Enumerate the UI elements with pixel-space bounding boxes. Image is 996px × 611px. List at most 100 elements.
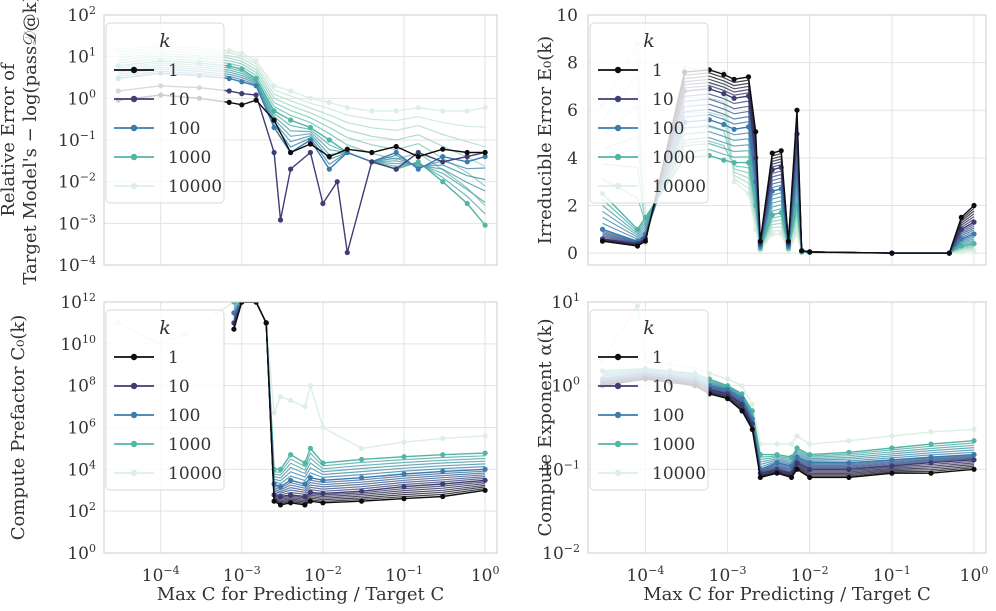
data-point-k10 (320, 200, 326, 207)
axes-frame (103, 301, 498, 554)
tick-exponent: −1 (80, 129, 96, 142)
data-point-k1 (757, 238, 763, 244)
tick-exponent: −1 (564, 458, 580, 471)
tick-base: 10 (67, 377, 89, 397)
legend-label-k100: 100 (168, 119, 200, 139)
data-point-k1000 (226, 63, 232, 69)
data-point-k1 (271, 117, 277, 123)
tick-exponent: 8 (89, 375, 96, 388)
legend-marker-k1000 (614, 440, 622, 448)
series-line-k10 (233, 302, 486, 498)
data-point-k1 (971, 466, 977, 472)
data-point-k10000 (239, 50, 245, 57)
data-point-k10000 (794, 433, 800, 439)
data-point-k10000 (807, 441, 813, 447)
x-axis-label: Max C for Predicting / Target C (643, 584, 931, 605)
tick-base: 10 (67, 544, 89, 564)
tick-exponent: 12 (82, 291, 96, 304)
data-point-k100 (226, 75, 232, 82)
tick-base: 10 (551, 293, 573, 313)
x-tick-label: 10−4 (626, 564, 664, 586)
data-point-k1 (253, 97, 259, 103)
data-point-k10000 (393, 108, 399, 114)
data-point-k100 (721, 121, 727, 128)
data-point-k1 (774, 470, 780, 476)
data-point-k1 (271, 498, 277, 504)
data-point-k1 (440, 146, 446, 152)
data-point-k10000 (928, 429, 934, 435)
tick-exponent: 6 (89, 417, 96, 430)
data-point-k10000 (288, 88, 294, 94)
data-point-k10000 (739, 383, 745, 389)
tick-base: 10 (67, 419, 89, 439)
data-point-k1000 (482, 450, 488, 456)
data-point-k1 (599, 238, 606, 244)
data-point-k1 (788, 474, 795, 480)
tick-exponent: 0 (89, 87, 96, 100)
data-point-k1000 (401, 454, 407, 460)
tick-base: 10 (551, 377, 573, 397)
tick-base: 10 (385, 566, 407, 586)
data-point-k10 (440, 481, 446, 487)
data-point-k1 (757, 474, 763, 480)
data-point-k1 (369, 149, 375, 156)
x-tick-label: 10−1 (385, 564, 423, 586)
legend-label-k100: 100 (652, 406, 684, 426)
x-tick-label: 10−2 (791, 564, 829, 586)
y-tick-label: 108 (67, 375, 96, 397)
legend-label-k10: 10 (652, 90, 674, 110)
data-point-k1 (731, 76, 737, 82)
data-point-k1000 (307, 445, 313, 451)
y-tick-label: 10−3 (58, 212, 96, 234)
data-point-k1 (946, 250, 952, 256)
data-point-k100 (320, 477, 326, 483)
data-point-k100 (440, 154, 446, 160)
legend-label-k1: 1 (168, 61, 179, 81)
legend-marker-k10000 (614, 182, 622, 190)
data-point-k100 (482, 466, 488, 472)
tick-exponent: −1 (895, 564, 911, 577)
tick-exponent: 0 (492, 564, 499, 577)
legend-label-k1: 1 (652, 61, 663, 81)
data-point-k10000 (731, 179, 737, 185)
x-tick-label: 100 (471, 564, 500, 586)
legend-marker-k10000 (130, 182, 138, 190)
tick-exponent: −4 (648, 564, 664, 577)
tick-base: 10 (67, 6, 89, 26)
legend-marker-k1000 (130, 440, 138, 448)
legend: k 1 10 100 1000 10000 (105, 22, 225, 204)
data-point-k1000 (288, 452, 294, 458)
legend-marker-k10 (614, 95, 622, 103)
data-point-k10000 (725, 376, 731, 382)
x-tick-label: 10−3 (709, 564, 747, 586)
tick-base: 10 (67, 48, 89, 68)
legend-marker-k10 (130, 95, 138, 103)
tick-base: 10 (960, 566, 982, 586)
data-point-k10000 (253, 58, 259, 64)
data-point-k10000 (482, 433, 488, 439)
legend-label-k10: 10 (168, 90, 190, 110)
tick-exponent: 0 (89, 542, 96, 555)
data-point-k10 (271, 149, 277, 156)
data-point-k100 (482, 154, 488, 160)
data-point-k10 (369, 159, 375, 165)
y-axis-label: Relative Error of (0, 62, 19, 217)
data-point-k100 (253, 83, 259, 89)
data-point-k1 (634, 243, 641, 249)
tick-base: 10 (58, 214, 80, 234)
data-point-k1000 (482, 222, 488, 228)
tick-base: 10 (471, 566, 493, 586)
data-point-k10 (288, 166, 294, 172)
tick-base: 10 (542, 544, 564, 564)
data-point-k1 (749, 426, 755, 432)
y-tick-label: 2 (567, 196, 578, 216)
legend-label-k1000: 1000 (168, 148, 211, 168)
tick-exponent: −3 (730, 564, 746, 577)
data-point-k1 (288, 500, 294, 506)
data-point-k10000 (271, 410, 277, 416)
data-point-k1 (359, 498, 365, 504)
axes-frame (103, 14, 498, 266)
data-point-k10000 (302, 404, 308, 410)
